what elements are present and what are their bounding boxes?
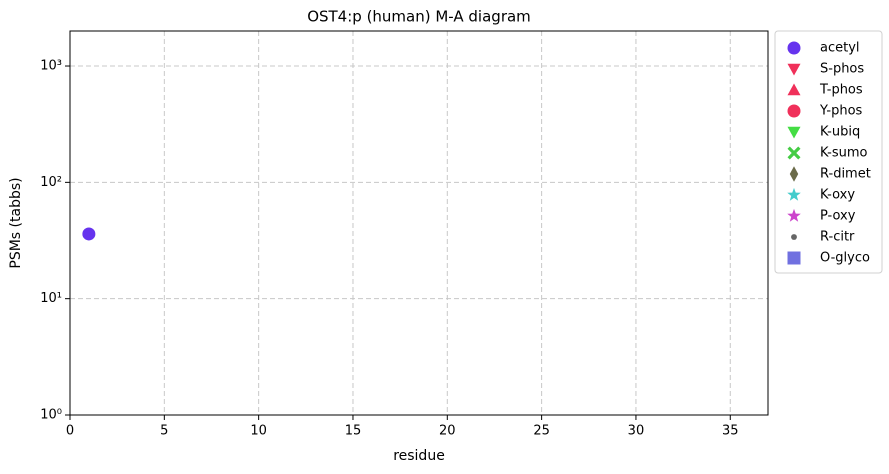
legend-marker <box>787 251 801 265</box>
legend-label: R-citr <box>820 230 855 245</box>
legend-box <box>774 30 883 274</box>
x-tick-label: 0 <box>66 424 74 439</box>
legend-marker <box>789 166 799 182</box>
x-axis-label: residue <box>393 448 445 464</box>
legend-label: acetyl <box>820 41 860 56</box>
legend-marker <box>787 146 801 160</box>
legend-label: O-glyco <box>820 251 870 266</box>
legend-label: T-phos <box>819 83 863 98</box>
legend-marker <box>787 208 801 222</box>
plot-frame <box>69 30 769 416</box>
y-tick-label: 10² <box>40 175 62 190</box>
legend-marker <box>787 41 801 55</box>
legend-label: S-phos <box>820 62 864 77</box>
legend-label: K-ubiq <box>820 125 860 140</box>
y-tick-label: 10³ <box>40 59 62 74</box>
legend-marker <box>787 104 801 118</box>
legend-label: R-dimet <box>820 167 871 182</box>
x-tick-label: 25 <box>533 424 550 439</box>
y-tick-label: 10¹ <box>40 291 62 306</box>
x-tick-label: 30 <box>628 424 645 439</box>
legend-label: P-oxy <box>820 209 856 224</box>
x-tick-label: 5 <box>160 424 168 439</box>
y-tick-label: 10⁰ <box>40 408 62 423</box>
legend-label: Y-phos <box>819 104 863 119</box>
legend-marker <box>791 234 797 240</box>
data-point <box>82 227 96 241</box>
legend-label: K-sumo <box>820 146 868 161</box>
legend-marker <box>787 126 801 139</box>
x-tick-label: 15 <box>345 424 362 439</box>
y-axis-label: PSMs (tabbs) <box>8 177 24 268</box>
x-tick-label: 10 <box>250 424 267 439</box>
legend-marker <box>787 83 801 96</box>
x-tick-label: 20 <box>439 424 456 439</box>
legend-label: K-oxy <box>820 188 855 203</box>
chart-title: OST4:p (human) M-A diagram <box>307 8 531 26</box>
legend-marker <box>787 63 801 76</box>
x-tick-label: 35 <box>722 424 739 439</box>
legend-marker <box>787 187 801 201</box>
